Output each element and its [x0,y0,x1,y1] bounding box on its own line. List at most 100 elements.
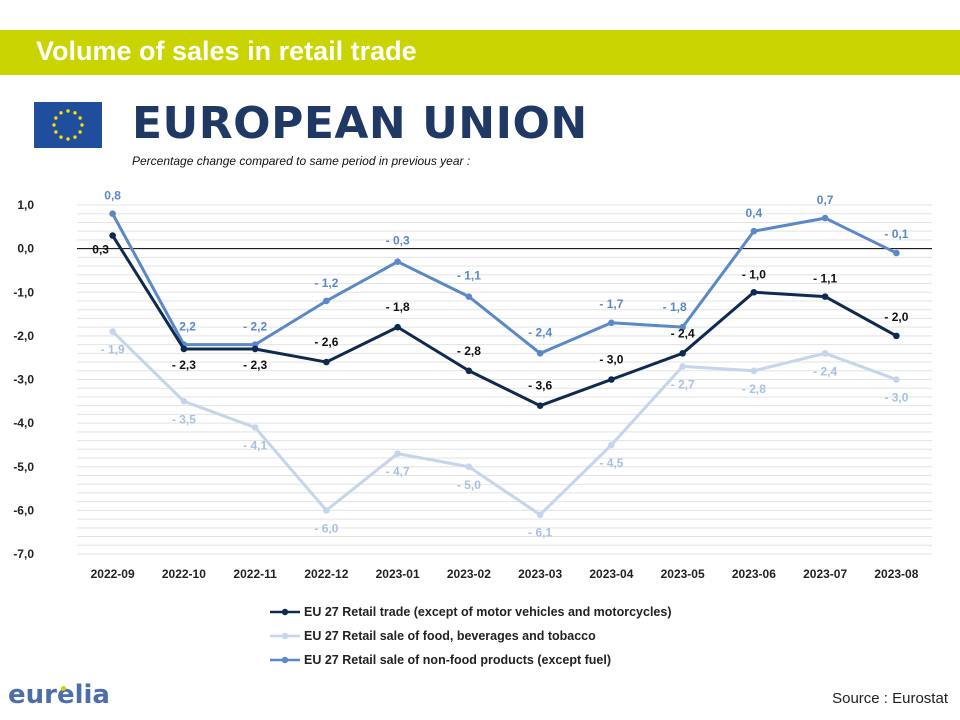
x-tick-label: 2023-04 [589,567,633,581]
data-point [893,376,900,383]
data-point [465,293,473,300]
data-label: - 3,6 [528,379,552,393]
data-label: - 3,0 [884,391,908,405]
data-label: - 2,0 [884,310,908,324]
data-point [180,345,188,353]
data-label: 0,7 [817,193,834,207]
y-tick-label: -1,0 [13,285,34,299]
flag-star [54,116,58,120]
y-tick-label: -7,0 [13,547,34,561]
x-tick-label: 2022-09 [91,567,135,581]
data-label: - 5,0 [457,478,481,492]
data-point [608,319,615,327]
data-label: - 2,2 [172,320,196,334]
data-point [323,297,330,305]
eurelia-logo: eurelia [8,680,110,710]
data-label: - 4,1 [243,438,267,452]
data-point [536,402,544,409]
legend-label: EU 27 Retail sale of food, beverages and… [304,629,596,643]
x-tick-label: 2022-12 [304,567,348,581]
x-tick-label: 2023-07 [803,567,847,581]
data-point [394,323,401,331]
data-label: - 2,6 [314,335,338,349]
flag-star [52,123,56,127]
data-point [323,507,330,514]
source-note: Source : Eurostat [832,690,948,707]
data-point [465,463,473,471]
data-label: 0,3 [92,243,109,257]
series-line [111,213,898,355]
y-tick-label: -5,0 [13,460,34,474]
data-label: - 3,0 [599,353,623,367]
flag-star [66,137,70,141]
y-tick-label: -4,0 [13,416,34,430]
data-point [608,376,615,383]
data-point [536,350,544,357]
x-tick-label: 2023-06 [732,567,776,581]
flag-star [73,111,77,115]
data-label: - 1,7 [599,297,623,311]
data-label: - 4,7 [386,465,410,479]
data-label: - 2,2 [243,320,267,334]
data-label: - 1,1 [457,269,481,283]
data-label: 0,8 [104,189,121,203]
data-point [750,227,758,235]
y-tick-label: -2,0 [13,329,34,343]
y-tick-label: 1,0 [17,198,34,212]
y-tick-label: 0,0 [17,242,34,256]
data-point [394,450,401,457]
y-tick-label: -6,0 [13,503,34,517]
data-label: - 2,4 [813,364,837,378]
x-tick-label: 2022-10 [162,567,206,581]
data-point [821,350,829,357]
data-point [251,424,259,431]
data-point [679,350,686,357]
data-point [608,441,615,449]
data-point [893,249,900,257]
data-point [893,332,900,340]
data-label: - 1,8 [663,300,687,314]
data-label: - 1,0 [742,267,766,281]
series-line [111,234,898,408]
data-label: - 1,1 [813,272,837,286]
data-label: - 0,3 [386,234,410,248]
data-point [465,367,473,375]
data-label: - 2,3 [172,358,196,372]
legend-swatch [270,656,300,664]
data-label: - 2,4 [671,326,695,340]
x-tick-label: 2022-11 [233,567,277,581]
y-tick-label: -3,0 [13,373,34,387]
data-point [679,323,686,331]
data-label: - 2,8 [457,344,481,358]
data-label: - 4,5 [599,456,623,470]
data-label: - 6,0 [314,521,338,535]
flag-star [59,111,63,115]
data-point [323,358,330,366]
data-point [536,511,544,519]
data-point [821,214,829,222]
flag-star [66,109,70,113]
data-label: - 0,1 [884,227,908,241]
logo-accent-dot [61,686,66,691]
legend-swatch [270,608,300,616]
legend-label: EU 27 Retail trade (except of motor vehi… [304,605,672,619]
data-label: - 1,9 [101,343,125,357]
legend-swatch [270,632,300,640]
data-point [109,232,116,239]
data-label: - 2,8 [742,382,766,396]
data-label: - 3,5 [172,412,196,426]
banner-title: Volume of sales in retail trade [36,36,417,66]
data-point [679,363,686,370]
title-banner: Volume of sales in retail trade [0,30,960,75]
data-label: 0,4 [746,206,763,220]
data-point [109,328,116,335]
data-label: - 6,1 [528,526,552,540]
legend-label: EU 27 Retail sale of non-food products (… [304,653,611,667]
data-label: - 1,8 [386,300,410,314]
line-chart: 1,0 0,0 -1,0 -2,0 -3,0 -4,0 -5,0 -6,0 -7,0 2022-0… [13,189,932,581]
data-point [750,367,758,375]
x-tick-label: 2023-03 [518,567,562,581]
data-point [180,398,188,405]
flag-star [73,135,77,139]
flag-star [78,116,82,120]
